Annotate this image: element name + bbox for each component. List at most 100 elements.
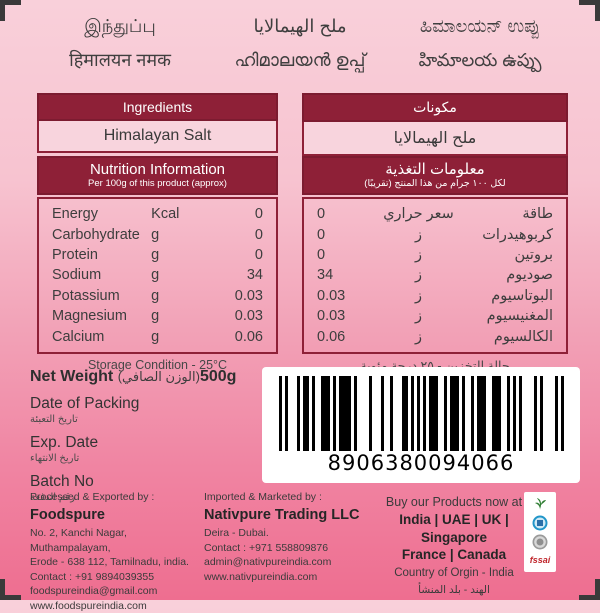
importer-block: Imported & Marketed by : Nativpure Tradi…: [200, 490, 379, 613]
exporter-heading: Processed & Exported by :: [30, 491, 155, 503]
footer: Processed & Exported by : Foodspure No. …: [30, 490, 590, 613]
table-row: 0 سعر حراري طاقة: [304, 204, 566, 224]
table-row: 0.06 ز الكالسيوم: [304, 326, 566, 346]
net-weight-label: Net Weight: [30, 368, 114, 385]
nutrient-value: 0: [254, 226, 263, 243]
nutrient-value: 0.03: [317, 308, 346, 325]
silver-emblem-icon: [531, 533, 549, 550]
table-row: Sodium g 34: [39, 265, 276, 285]
plant-logo-icon: [531, 495, 549, 512]
nutrient-name: الكالسيوم: [493, 328, 553, 345]
exporter-address-1: No. 2, Kanchi Nagar, Muthampalayam,: [30, 527, 127, 554]
batch-no-field: Batch No رقم الدفعة: [30, 473, 260, 503]
nutrient-unit: ز: [414, 226, 422, 243]
nutrient-value: 0.06: [317, 328, 346, 345]
net-weight-value: 500g: [199, 368, 237, 385]
nutrient-unit: Kcal: [151, 206, 180, 223]
nutrient-value: 0.03: [317, 287, 346, 304]
nutrient-name: Calcium: [52, 328, 105, 345]
crop-mark-bottom-right: [579, 579, 600, 600]
table-row: Potassium g 0.03: [39, 286, 276, 306]
nutrition-header-box-en: Nutrition Information Per 100g of this p…: [37, 156, 278, 195]
exporter-website: www.foodspureindia.com: [30, 599, 147, 612]
nutrition-header-box-ar: معلومات التغذية لكل ١٠٠ جرام من هذا المن…: [302, 156, 568, 195]
nutrition-title-ar: معلومات التغذية: [385, 161, 485, 178]
nutrient-name: Protein: [52, 246, 98, 263]
nutrient-value: 34: [317, 267, 334, 284]
availability-countries-2: France | Canada: [401, 547, 507, 563]
importer-address-1: Deira - Dubai.: [204, 527, 269, 540]
exporter-contact: Contact : +91 9894039355: [30, 570, 155, 583]
ingredients-header-ar: مكونات: [302, 93, 568, 122]
product-name-hindi: हिमालयन नमक: [69, 50, 171, 71]
exp-date-field: Exp. Date تاريخ الانتهاء: [30, 434, 260, 464]
availability-block: Buy our Products now at India | UAE | UK…: [379, 490, 529, 613]
nutrient-unit: g: [151, 308, 160, 325]
nutrient-name: Sodium: [52, 267, 102, 284]
nutrient-value: 0: [254, 246, 263, 263]
table-row: 0 ز بروتين: [304, 245, 566, 265]
nutrient-name: صوديوم: [506, 267, 553, 284]
exp-date-label: Exp. Date: [30, 434, 99, 451]
importer-email: admin@nativpureindia.com: [204, 556, 332, 569]
exp-date-arabic: تاريخ الانتهاء: [30, 453, 80, 464]
barcode-bars: [279, 376, 564, 451]
nutrient-value: 34: [246, 267, 263, 284]
nutrient-name: المغنيسيوم: [486, 308, 553, 325]
nutrient-unit: سعر حراري: [383, 206, 454, 223]
nutrition-subtitle-en: Per 100g of this product (approx): [88, 178, 227, 190]
table-row: 0 ز كربوهيدرات: [304, 224, 566, 244]
date-of-packing-arabic: تاريخ التعبئة: [30, 414, 78, 425]
nutrient-name: البوتاسيوم: [491, 287, 553, 304]
availability-countries-1: India | UAE | UK | Singapore: [399, 512, 509, 545]
blue-seal-icon: [531, 514, 549, 531]
table-row: Energy Kcal 0: [39, 204, 276, 224]
nutrition-table-box-en: Energy Kcal 0 Carbohydrate g 0 Protein g 0 Sod…: [37, 197, 278, 354]
nutrient-name: كربوهيدرات: [482, 226, 553, 243]
pack-info: Net Weight (الوزن الصافي)500g Date of Pa…: [30, 368, 260, 503]
nutrient-name: طاقة: [522, 206, 553, 223]
nutrient-unit: g: [151, 246, 160, 263]
nutrient-unit: g: [151, 226, 160, 243]
nutrient-unit: ز: [414, 246, 422, 263]
barcode-number: 8906380094066: [327, 451, 515, 475]
nutrient-unit: g: [151, 287, 160, 304]
nutrient-name: Potassium: [52, 287, 120, 304]
table-row: Calcium g 0.06: [39, 326, 276, 346]
names-column-middle: ملح الهيمالايا ഹിമാലയൻ ഉപ്പ്: [210, 14, 390, 73]
nutrient-value: 0.03: [234, 287, 263, 304]
crop-mark-top-left: [0, 0, 21, 21]
importer-name: Nativpure Trading LLC: [204, 507, 360, 524]
table-row: Protein g 0: [39, 245, 276, 265]
table-row: 34 ز صوديوم: [304, 265, 566, 285]
product-name-tamil: இந்துப்பு: [84, 16, 156, 36]
exporter-block: Processed & Exported by : Foodspure No. …: [30, 490, 200, 613]
table-row: Magnesium g 0.03: [39, 306, 276, 326]
nutrient-value: 0.03: [234, 308, 263, 325]
product-name-kannada: ಹಿಮಾಲಯನ್ ಉಪ್ಪು: [419, 16, 541, 36]
nutrient-name: Energy: [52, 206, 98, 223]
nutrient-unit: ز: [414, 267, 422, 284]
storage-condition-en: Storage Condition - 25°C: [87, 357, 228, 372]
nutrient-name: Magnesium: [52, 308, 127, 325]
crop-mark-bottom-left: [0, 579, 21, 600]
importer-heading: Imported & Marketed by :: [204, 491, 322, 503]
nutrient-name: بروتين: [514, 246, 554, 263]
product-names-band: இந்துப்பு हिमालयन नमक ملح الهيمالايا ഹിമ…: [30, 14, 570, 73]
fssai-logo: fssai: [530, 552, 551, 569]
exporter-email: foodspureindia@gmail.com: [30, 585, 158, 598]
importer-website: www.nativpureindia.com: [204, 570, 318, 583]
nutrient-unit: ز: [414, 287, 422, 304]
nutrition-title-en: Nutrition Information: [89, 161, 226, 178]
table-row: Carbohydrate g 0: [39, 224, 276, 244]
country-of-origin-ar: الهند - بلد المنشأ: [418, 583, 490, 596]
nutrient-value: 0: [317, 246, 326, 263]
nutrition-table-box-ar: 0 سعر حراري طاقة 0 ز كربوهيدرات 0 ز بروتين 34 ز…: [302, 197, 568, 354]
nutrition-table-en: Energy Kcal 0 Carbohydrate g 0 Protein g 0 Sod…: [37, 197, 278, 372]
table-row: 0.03 ز البوتاسيوم: [304, 286, 566, 306]
nutrition-subtitle-ar: لكل ١٠٠ جرام من هذا المنتج (تقريبًا): [364, 178, 506, 190]
nutrient-unit: g: [151, 328, 160, 345]
certification-logos: fssai: [524, 492, 556, 572]
batch-no-arabic: رقم الدفعة: [30, 492, 76, 503]
nutrition-table-ar: 0 سعر حراري طاقة 0 ز كربوهيدرات 0 ز بروتين 34 ز…: [302, 197, 568, 373]
